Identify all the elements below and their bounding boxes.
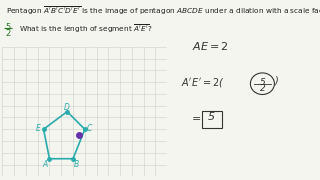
Text: 5: 5 [5,22,11,32]
Text: C: C [86,124,92,133]
Text: Pentagon $\overline{A'B'C'D'E'}$ is the image of pentagon $ABCDE$ under a dilati: Pentagon $\overline{A'B'C'D'E'}$ is the … [6,4,320,17]
Text: B: B [73,159,79,168]
Text: $AE = 2$: $AE = 2$ [192,40,229,52]
Text: What is the length of segment $\overline{A'E'}$?: What is the length of segment $\overline… [19,22,152,35]
Text: 5: 5 [260,78,265,87]
Text: ): ) [275,76,278,86]
Text: 2: 2 [260,84,265,93]
Text: $A'E' = 2$(: $A'E' = 2$( [181,76,224,89]
Text: $=$: $=$ [189,112,202,122]
Text: E: E [36,124,41,133]
Text: D: D [64,103,70,112]
Text: A: A [43,159,48,168]
Text: 5: 5 [208,112,215,122]
Text: 2: 2 [5,29,11,38]
